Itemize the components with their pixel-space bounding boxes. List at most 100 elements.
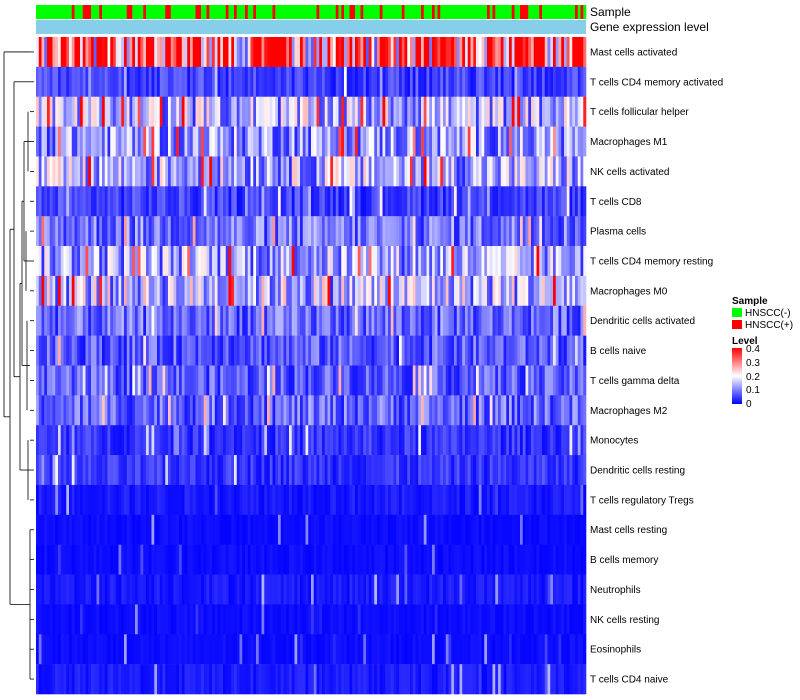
heatmap-cell <box>476 246 480 277</box>
heatmap-cell <box>410 574 414 605</box>
heatmap-cell <box>261 305 265 336</box>
heatmap-cell <box>234 305 238 336</box>
heatmap-cell <box>118 604 122 635</box>
heatmap-cell <box>324 395 328 426</box>
heatmap-cell <box>107 96 111 127</box>
heatmap-cell <box>228 156 232 187</box>
heatmap-cell <box>71 335 75 366</box>
heatmap-cell <box>368 126 372 157</box>
heatmap-cell <box>239 455 243 486</box>
heatmap-cell <box>308 484 312 516</box>
heatmap-cell <box>47 514 51 545</box>
heatmap-cell <box>140 634 144 665</box>
heatmap-cell <box>412 275 416 307</box>
heatmap-cell <box>36 305 40 336</box>
heatmap-cell <box>500 484 504 516</box>
heatmap-cell <box>269 186 273 217</box>
heatmap-cell <box>228 66 232 98</box>
heatmap-cell <box>311 96 315 127</box>
heatmap-cell <box>198 395 202 426</box>
heatmap-cell <box>330 186 334 217</box>
heatmap-cell <box>478 305 482 336</box>
heatmap-cell <box>503 365 507 396</box>
heatmap-cell <box>432 455 436 486</box>
heatmap-cell <box>462 305 466 336</box>
heatmap-cell <box>517 96 521 127</box>
heatmap-cell <box>88 425 92 456</box>
heatmap-cell <box>228 455 232 486</box>
heatmap-cell <box>536 216 540 247</box>
heatmap-cell <box>481 544 485 575</box>
sample-annotation-cell <box>192 5 196 19</box>
heatmap-cell <box>390 126 394 157</box>
heatmap-cell <box>192 275 196 307</box>
sample-annotation-cell <box>217 5 221 19</box>
heatmap-cell <box>550 604 554 635</box>
sample-annotation-cell <box>495 5 499 19</box>
heatmap-cell <box>379 305 383 336</box>
heatmap-cell <box>517 484 521 516</box>
heatmap-cell <box>492 96 496 127</box>
sample-annotation-cell <box>566 5 570 19</box>
sample-annotation-cell <box>344 5 348 19</box>
heatmap-cell <box>377 126 381 157</box>
heatmap-cell <box>566 66 570 98</box>
heatmap-cell <box>212 275 216 307</box>
heatmap-cell <box>96 484 100 516</box>
heatmap-cell <box>368 156 372 187</box>
heatmap-cell <box>355 514 359 545</box>
heatmap-cell <box>390 37 394 68</box>
heatmap-cell <box>305 484 309 516</box>
heatmap-cell <box>66 365 70 396</box>
heatmap-cell <box>470 544 474 575</box>
heatmap-cell <box>102 126 106 157</box>
heatmap-cell <box>476 37 480 68</box>
heatmap-cell <box>445 246 449 277</box>
heatmap-cell <box>96 66 100 98</box>
heatmap-cell <box>423 156 427 187</box>
heatmap-cell <box>176 365 180 396</box>
row-label: T cells gamma delta <box>590 376 680 387</box>
heatmap-cell <box>390 455 394 486</box>
heatmap-cell <box>566 484 570 516</box>
heatmap-cell <box>572 514 576 545</box>
heatmap-cell <box>280 216 284 247</box>
heatmap-cell <box>577 574 581 605</box>
heatmap-cell <box>289 395 293 426</box>
heatmap-cell <box>382 514 386 545</box>
heatmap-cell <box>247 484 251 516</box>
heatmap-cell <box>294 305 298 336</box>
sample-annotation-cell <box>575 5 579 19</box>
heatmap-cell <box>511 335 515 366</box>
heatmap-cell <box>352 544 356 575</box>
heatmap-cell <box>462 514 466 545</box>
heatmap-cell <box>247 604 251 635</box>
sample-annotation-cell <box>179 5 183 19</box>
heatmap-cell <box>423 574 427 605</box>
heatmap-cell <box>575 455 579 486</box>
heatmap-cell <box>555 425 559 456</box>
heatmap-cell <box>478 664 482 695</box>
heatmap-cell <box>126 395 130 426</box>
heatmap-cell <box>456 484 460 516</box>
heatmap-cell <box>426 126 430 157</box>
heatmap-cell <box>82 335 86 366</box>
heatmap-cell <box>49 425 53 456</box>
heatmap-cell <box>88 37 92 68</box>
heatmap-cell <box>261 484 265 516</box>
heatmap-cell <box>82 544 86 575</box>
heatmap-cell <box>256 305 260 336</box>
heatmap-cell <box>110 365 114 396</box>
heatmap-cell <box>495 484 499 516</box>
heatmap-cell <box>437 544 441 575</box>
heatmap-cell <box>74 37 78 68</box>
heatmap-cell <box>313 246 317 277</box>
heatmap-cell <box>390 365 394 396</box>
heatmap-cell <box>63 425 67 456</box>
heatmap-cell <box>234 37 238 68</box>
heatmap-cell <box>110 126 114 157</box>
heatmap-cell <box>371 156 375 187</box>
heatmap-cell <box>60 395 64 426</box>
heatmap-cell <box>498 425 502 456</box>
heatmap-cell <box>286 275 290 307</box>
